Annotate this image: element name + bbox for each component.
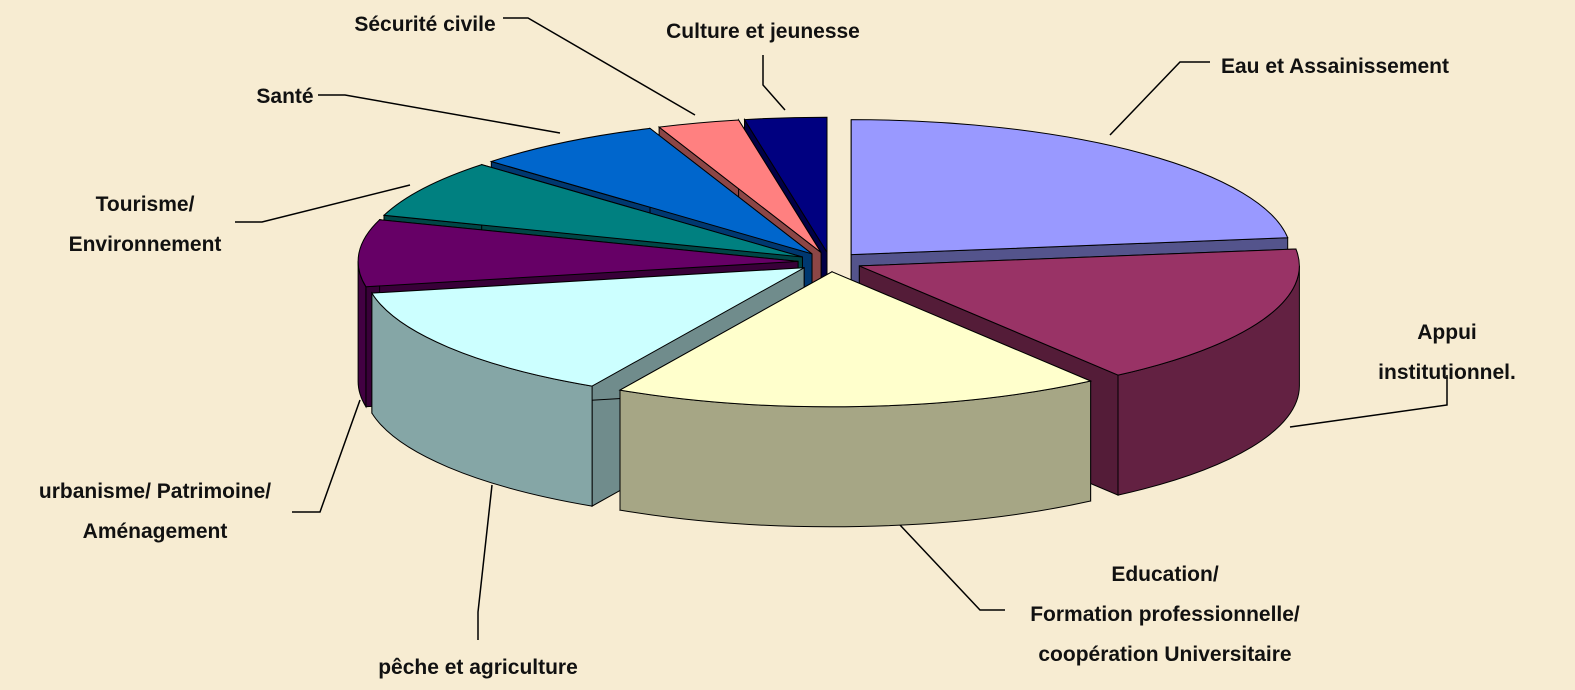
slice-label: Appui institutionnel.: [1378, 321, 1516, 384]
slice-label: Santé: [256, 85, 314, 108]
leader-line: [503, 17, 696, 116]
slice-top: [382, 164, 803, 258]
slice-label: urbanisme/ Patrimoine/ Aménagement: [38, 480, 272, 543]
slice-label: Culture et jeunesse: [666, 20, 860, 43]
slice-label: Eau et Assainissement: [1221, 55, 1449, 78]
leader-line: [292, 399, 361, 513]
slice-top: [618, 271, 1093, 408]
slice-top: [371, 267, 805, 387]
leader-line: [477, 484, 493, 640]
pie: [357, 116, 1300, 528]
slice-top: [357, 219, 799, 288]
slice-top: [850, 119, 1289, 256]
slice-top: [859, 248, 1300, 376]
slice-label: pêche et agriculture: [378, 656, 578, 679]
slice-top: [657, 119, 822, 253]
leader-line: [318, 94, 561, 134]
slice-top: [743, 116, 828, 254]
leader-line: [1289, 375, 1448, 428]
slice-label: Sécurité civile: [354, 13, 496, 36]
slice-label: Tourisme/ Environnement: [68, 193, 222, 256]
slice-top: [489, 127, 813, 255]
leader-lines: [235, 17, 1448, 640]
slice: [618, 270, 1093, 528]
leader-line: [762, 55, 786, 111]
leader-line: [899, 524, 1005, 611]
leader-line: [235, 184, 411, 223]
leader-line: [1109, 61, 1210, 136]
slice-label: Education/ Formation professionnelle/ co…: [1030, 563, 1300, 666]
